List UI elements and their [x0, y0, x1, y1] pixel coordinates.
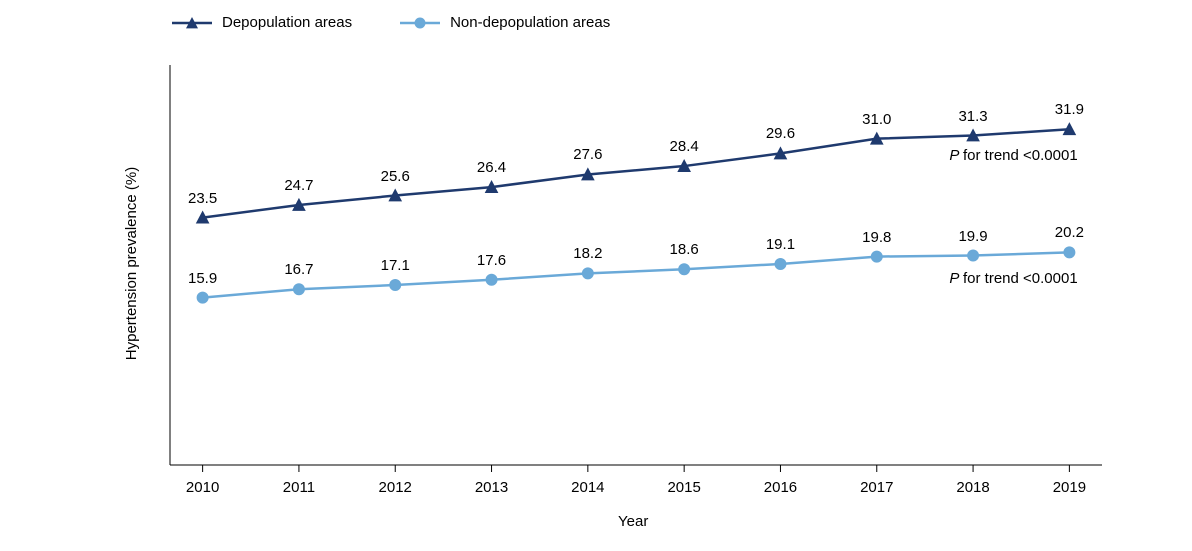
- trend-label: P for trend <0.0001: [949, 147, 1077, 164]
- data-label: 19.1: [755, 236, 805, 253]
- data-label: 26.4: [467, 159, 517, 176]
- data-label: 27.6: [563, 146, 613, 163]
- x-tick-label: 2013: [462, 479, 522, 496]
- legend: Depopulation areas Non-depopulation areas: [172, 14, 610, 31]
- line-chart: Depopulation areas Non-depopulation areas…: [0, 0, 1192, 551]
- data-label: 17.6: [467, 252, 517, 269]
- legend-item: Non-depopulation areas: [400, 14, 610, 31]
- y-axis-label: Hypertension prevalence (%): [123, 167, 140, 360]
- x-tick-label: 2018: [943, 479, 1003, 496]
- data-label: 18.2: [563, 245, 613, 262]
- legend-label: Depopulation areas: [222, 14, 352, 31]
- legend-item: Depopulation areas: [172, 14, 352, 31]
- x-tick-label: 2015: [654, 479, 714, 496]
- data-label: 29.6: [755, 125, 805, 142]
- data-label: 31.9: [1044, 101, 1094, 118]
- data-label: 23.5: [178, 190, 228, 207]
- x-tick-label: 2016: [750, 479, 810, 496]
- data-label: 19.8: [852, 229, 902, 246]
- x-tick-label: 2012: [365, 479, 425, 496]
- data-label: 31.0: [852, 111, 902, 128]
- data-label: 25.6: [370, 168, 420, 185]
- data-label: 19.9: [948, 228, 998, 245]
- x-tick-label: 2017: [847, 479, 907, 496]
- data-label: 17.1: [370, 257, 420, 274]
- x-tick-label: 2019: [1039, 479, 1099, 496]
- trend-label: P for trend <0.0001: [949, 270, 1077, 287]
- data-label: 24.7: [274, 177, 324, 194]
- data-label: 15.9: [178, 270, 228, 287]
- data-label: 20.2: [1044, 224, 1094, 241]
- x-tick-label: 2011: [269, 479, 329, 496]
- x-axis-label: Year: [618, 513, 648, 530]
- x-tick-label: 2014: [558, 479, 618, 496]
- data-label: 28.4: [659, 138, 709, 155]
- x-tick-label: 2010: [173, 479, 233, 496]
- data-label: 18.6: [659, 241, 709, 258]
- legend-label: Non-depopulation areas: [450, 14, 610, 31]
- data-label: 31.3: [948, 108, 998, 125]
- data-label: 16.7: [274, 261, 324, 278]
